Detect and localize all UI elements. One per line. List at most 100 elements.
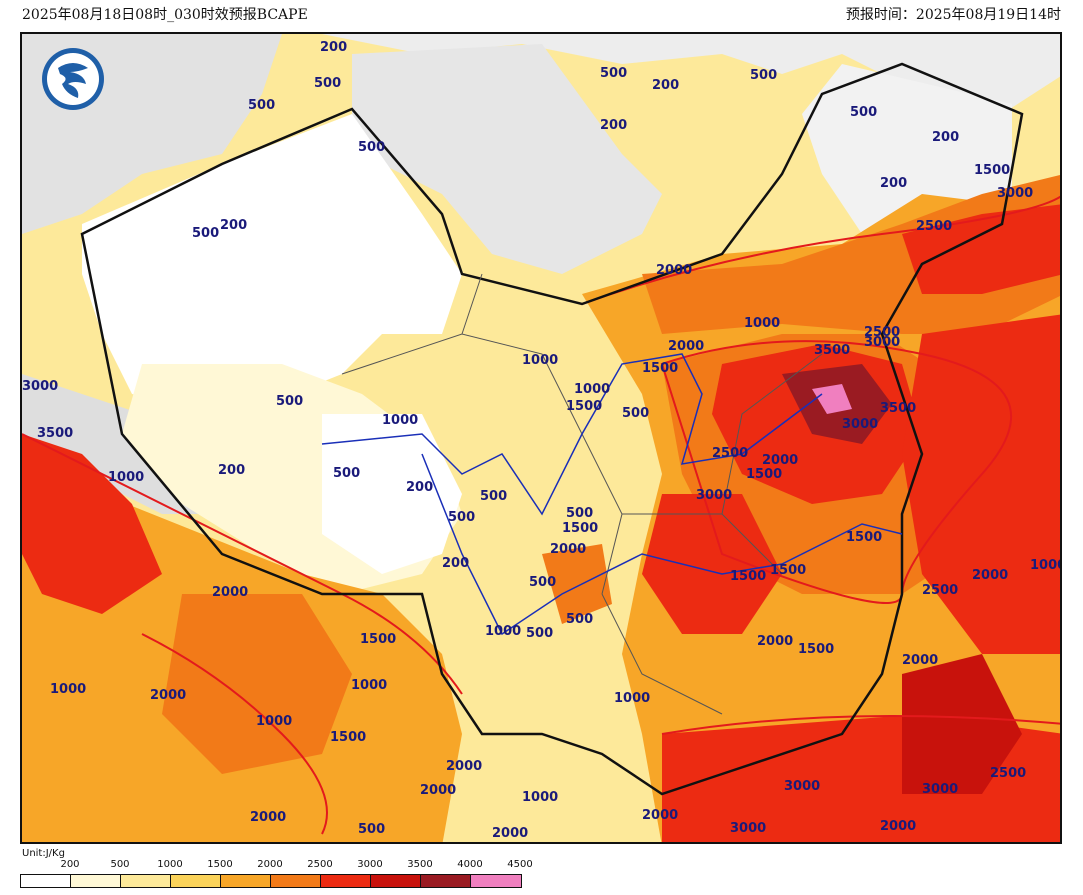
label-500: 500	[529, 575, 556, 590]
label-500: 500	[248, 98, 275, 113]
contour-value-labels: 200 500 500 500 200 500 200 500 500 200 …	[22, 40, 1062, 841]
label-500: 500	[480, 489, 507, 504]
colorbar-swatch	[171, 875, 221, 887]
label-1500: 1500	[746, 467, 782, 482]
label-500: 500	[333, 466, 360, 481]
east-sea-red	[902, 314, 1060, 654]
taiwan-red	[902, 654, 1022, 794]
colorbar-tick-label: 200	[60, 859, 80, 870]
label-500: 500	[448, 510, 475, 525]
label-2000: 2000	[250, 810, 286, 825]
label-1500: 1500	[730, 569, 766, 584]
label-2000: 2000	[757, 634, 793, 649]
label-2000: 2000	[762, 453, 798, 468]
label-500: 500	[850, 105, 877, 120]
northeast-red	[902, 204, 1060, 294]
label-200: 200	[220, 218, 247, 233]
label-1500: 1500	[566, 399, 602, 414]
colorbar-swatch	[371, 875, 421, 887]
label-1000: 1000	[382, 413, 418, 428]
label-1000: 1000	[50, 682, 86, 697]
label-200: 200	[652, 78, 679, 93]
forecast-title: 2025年08月18日08时_030时效预报BCAPE	[22, 7, 308, 23]
colorbar-swatch	[271, 875, 321, 887]
colorbar-tick-label: 1500	[207, 859, 233, 870]
mongolia-land	[352, 44, 662, 274]
label-200: 200	[406, 480, 433, 495]
label-2500: 2500	[712, 446, 748, 461]
label-200: 200	[600, 118, 627, 133]
label-200: 200	[218, 463, 245, 478]
label-2500: 2500	[864, 325, 900, 340]
label-2500: 2500	[922, 583, 958, 598]
label-2000: 2000	[656, 263, 692, 278]
colorbar-tick-label: 3500	[407, 859, 433, 870]
label-2000: 2000	[492, 826, 528, 841]
colorbar-tick-label: 2000	[257, 859, 283, 870]
bcape-map: 200 500 500 500 200 500 200 500 500 200 …	[20, 32, 1062, 844]
label-2000: 2000	[972, 568, 1008, 583]
label-500: 500	[192, 226, 219, 241]
colorbar	[20, 874, 522, 888]
label-2000: 2000	[880, 819, 916, 834]
label-500: 500	[622, 406, 649, 421]
label-200: 200	[320, 40, 347, 55]
label-1000: 1000	[522, 353, 558, 368]
label-1500: 1500	[642, 361, 678, 376]
label-2000: 2000	[420, 783, 456, 798]
label-3500: 3500	[880, 401, 916, 416]
colorbar-swatch	[21, 875, 71, 887]
label-2000: 2000	[642, 808, 678, 823]
label-2000: 2000	[446, 759, 482, 774]
colorbar-swatch	[471, 875, 521, 887]
label-3500: 3500	[37, 426, 73, 441]
label-1000: 1000	[614, 691, 650, 706]
label-200: 200	[442, 556, 469, 571]
colorbar-tick-label: 4000	[457, 859, 483, 870]
label-1500: 1500	[562, 521, 598, 536]
colorbar-tick-label: 1000	[157, 859, 183, 870]
label-200: 200	[880, 176, 907, 191]
northeast-band	[642, 174, 1060, 334]
colorbar-swatch	[221, 875, 271, 887]
southwest-orange	[162, 594, 352, 774]
label-2000: 2000	[902, 653, 938, 668]
borders	[80, 62, 1024, 796]
label-2000: 2000	[668, 339, 704, 354]
colorbar-tick-label: 4500	[507, 859, 533, 870]
cma-logo-icon	[42, 48, 104, 110]
max-core	[812, 384, 852, 414]
label-2000: 2000	[150, 688, 186, 703]
map-canvas: 200 500 500 500 200 500 200 500 500 200 …	[22, 34, 1062, 842]
label-3000: 3000	[842, 417, 878, 432]
label-1000: 1000	[1030, 558, 1062, 573]
label-2000: 2000	[550, 542, 586, 557]
label-1500: 1500	[974, 163, 1010, 178]
west-white-zone	[82, 114, 462, 414]
west-red-core	[22, 434, 162, 614]
valid-time: 预报时间：2025年08月19日14时	[845, 7, 1061, 23]
central-red	[642, 494, 782, 634]
colorbar-swatch	[321, 875, 371, 887]
label-3000: 3000	[730, 821, 766, 836]
label-2000: 2000	[212, 585, 248, 600]
label-500: 500	[314, 76, 341, 91]
province-lines	[341, 273, 823, 715]
label-1500: 1500	[846, 530, 882, 545]
colorbar-swatch	[421, 875, 471, 887]
label-1500: 1500	[798, 642, 834, 657]
label-1000: 1000	[744, 316, 780, 331]
contour-lines	[22, 195, 1060, 835]
label-3500: 3500	[814, 343, 850, 358]
label-1000: 1000	[351, 678, 387, 693]
label-1000: 1000	[485, 624, 521, 639]
unit-label: Unit:J/Kg	[22, 848, 65, 859]
label-500: 500	[566, 612, 593, 627]
colorbar-tick-label: 500	[110, 859, 130, 870]
label-3000: 3000	[922, 782, 958, 797]
label-3000: 3000	[696, 488, 732, 503]
label-500: 500	[358, 140, 385, 155]
label-3000: 3000	[784, 779, 820, 794]
label-3000: 3000	[997, 186, 1033, 201]
label-500: 500	[566, 506, 593, 521]
